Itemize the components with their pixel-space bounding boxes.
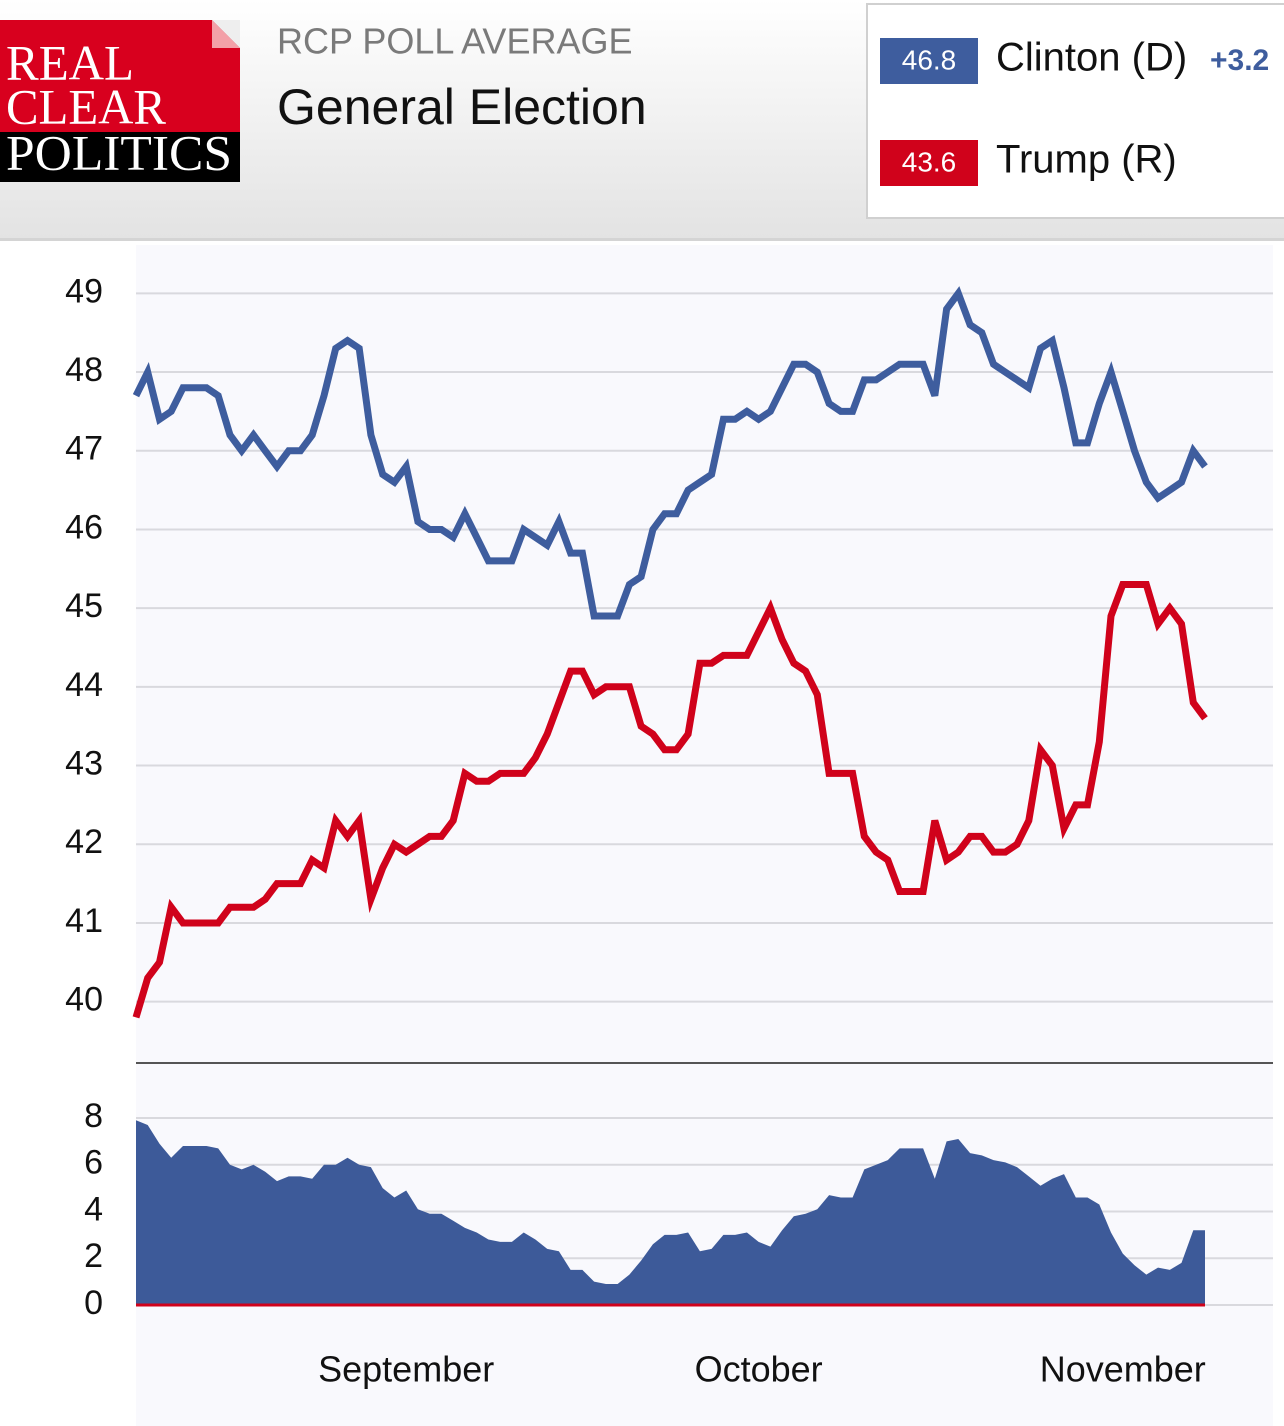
legend-swatch (880, 38, 978, 84)
logo-corner (212, 20, 240, 48)
x-tick-label: November (1040, 1349, 1206, 1390)
y-tick-label: 49 (65, 272, 103, 310)
x-tick-label: September (318, 1349, 494, 1390)
logo-text: CLEAR (6, 78, 167, 134)
y-tick-label: 6 (84, 1144, 103, 1182)
y-tick-label: 42 (65, 823, 103, 861)
spread-label: +3.2 (1210, 44, 1269, 77)
area-series (136, 1120, 1205, 1305)
header-rule (0, 238, 1284, 241)
y-tick-label: 41 (65, 902, 103, 940)
x-tick-label: October (695, 1349, 823, 1390)
legend-label: Trump (R) (996, 138, 1177, 182)
line-series (132, 581, 1208, 1019)
legend-swatch (880, 140, 978, 186)
logo-text: REAL (6, 34, 134, 90)
y-tick-label: 8 (84, 1097, 103, 1135)
y-tick-label: 47 (65, 430, 103, 468)
y-tick-label: 40 (65, 981, 103, 1019)
legend-value: 43.6 (902, 146, 957, 177)
line-series (132, 286, 1208, 620)
y-tick-label: 2 (84, 1237, 103, 1275)
y-tick-label: 44 (65, 666, 103, 704)
kicker: RCP POLL AVERAGE (277, 21, 632, 62)
logo-band (0, 132, 240, 182)
legend-label: Clinton (D) (996, 36, 1187, 80)
y-tick-label: 43 (65, 745, 103, 783)
y-tick-label: 45 (65, 587, 103, 625)
y-tick-label: 4 (84, 1190, 103, 1228)
y-tick-label: 46 (65, 508, 103, 546)
y-tick-label: 48 (65, 351, 103, 389)
y-tick-label: 0 (84, 1284, 103, 1322)
logo-text: POLITICS (6, 124, 232, 180)
legend-value: 46.8 (902, 44, 957, 75)
chart-title: General Election (277, 79, 647, 135)
